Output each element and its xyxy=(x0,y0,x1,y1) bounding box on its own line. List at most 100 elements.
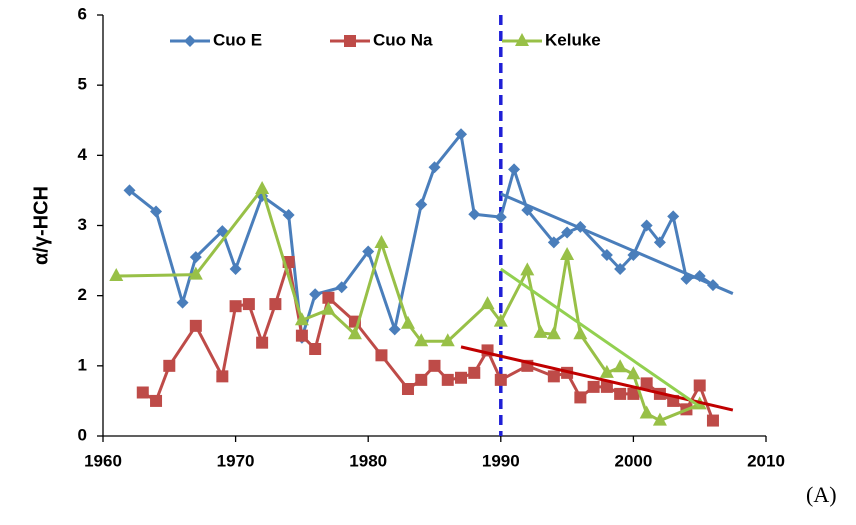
marker xyxy=(547,370,560,383)
marker xyxy=(493,313,508,327)
marker xyxy=(494,373,507,386)
marker xyxy=(561,226,574,239)
marker xyxy=(440,333,455,347)
marker xyxy=(375,349,388,362)
legend-label: Cuo Na xyxy=(373,30,433,49)
marker xyxy=(640,377,653,390)
marker xyxy=(414,333,429,347)
marker xyxy=(188,266,203,280)
y-tick-label: 1 xyxy=(78,355,87,374)
marker xyxy=(614,263,627,276)
x-tick-label: 1980 xyxy=(349,451,387,470)
marker xyxy=(468,366,481,379)
marker xyxy=(282,208,295,221)
marker xyxy=(600,248,613,261)
marker xyxy=(640,219,653,232)
marker xyxy=(574,391,587,404)
marker xyxy=(136,386,149,399)
marker xyxy=(150,205,163,218)
marker xyxy=(428,359,441,372)
marker xyxy=(600,380,613,393)
legend-item: Keluke xyxy=(502,30,601,49)
y-tick-label: 5 xyxy=(78,75,87,94)
marker xyxy=(614,387,627,400)
marker xyxy=(520,262,535,276)
marker xyxy=(480,296,495,310)
y-axis-label: α/γ-HCH xyxy=(30,186,52,265)
marker xyxy=(150,394,163,407)
marker xyxy=(468,208,481,221)
y-tick-label: 4 xyxy=(78,145,88,164)
marker xyxy=(627,387,640,400)
marker xyxy=(176,296,189,309)
marker xyxy=(494,211,507,224)
marker xyxy=(428,161,441,174)
marker xyxy=(256,336,269,349)
marker xyxy=(667,210,680,223)
legend-marker xyxy=(344,35,356,47)
x-tick-label: 2000 xyxy=(614,451,652,470)
marker xyxy=(309,342,322,355)
legend-label: Keluke xyxy=(545,30,601,49)
legend-label: Cuo E xyxy=(213,30,262,49)
marker xyxy=(374,235,389,249)
marker xyxy=(455,371,468,384)
trend-line xyxy=(500,192,734,295)
legend-marker xyxy=(184,35,196,47)
marker xyxy=(189,251,202,264)
y-tick-label: 2 xyxy=(78,285,87,304)
trend-line xyxy=(499,267,701,408)
marker xyxy=(613,359,628,373)
marker xyxy=(229,263,242,276)
panel-label: (A) xyxy=(806,482,837,507)
marker xyxy=(123,184,136,197)
marker xyxy=(294,312,309,326)
marker xyxy=(309,288,322,301)
marker xyxy=(599,364,614,378)
marker xyxy=(693,379,706,392)
marker xyxy=(441,373,454,386)
y-tick-label: 6 xyxy=(78,4,87,23)
marker xyxy=(163,359,176,372)
marker xyxy=(639,405,654,419)
marker xyxy=(653,236,666,249)
marker xyxy=(322,291,335,304)
marker xyxy=(347,326,362,340)
x-tick-label: 1990 xyxy=(482,451,520,470)
marker xyxy=(455,128,468,141)
marker xyxy=(388,323,401,336)
marker xyxy=(415,373,428,386)
x-tick-label: 1970 xyxy=(217,451,255,470)
marker xyxy=(335,281,348,294)
marker xyxy=(216,370,229,383)
y-tick-label: 0 xyxy=(78,425,87,444)
marker xyxy=(295,329,308,342)
x-tick-label: 1960 xyxy=(84,451,122,470)
marker xyxy=(587,380,600,393)
marker xyxy=(415,198,428,211)
series-line xyxy=(128,132,714,340)
marker xyxy=(255,181,270,195)
marker xyxy=(706,414,719,427)
marker xyxy=(546,326,561,340)
marker xyxy=(109,268,124,282)
marker xyxy=(362,245,375,258)
marker xyxy=(508,163,521,176)
y-tick-label: 3 xyxy=(78,215,87,234)
legend-item: Cuo Na xyxy=(330,30,433,49)
marker xyxy=(189,319,202,332)
marker xyxy=(547,236,560,249)
marker xyxy=(533,324,548,338)
marker xyxy=(626,366,641,380)
legend-marker xyxy=(515,33,529,46)
x-tick-label: 2010 xyxy=(747,451,785,470)
marker xyxy=(400,315,415,329)
marker xyxy=(242,298,255,311)
legend-item: Cuo E xyxy=(170,30,262,49)
marker xyxy=(573,326,588,340)
marker xyxy=(652,412,667,426)
marker xyxy=(560,246,575,260)
marker xyxy=(269,298,282,311)
marker xyxy=(321,301,336,315)
